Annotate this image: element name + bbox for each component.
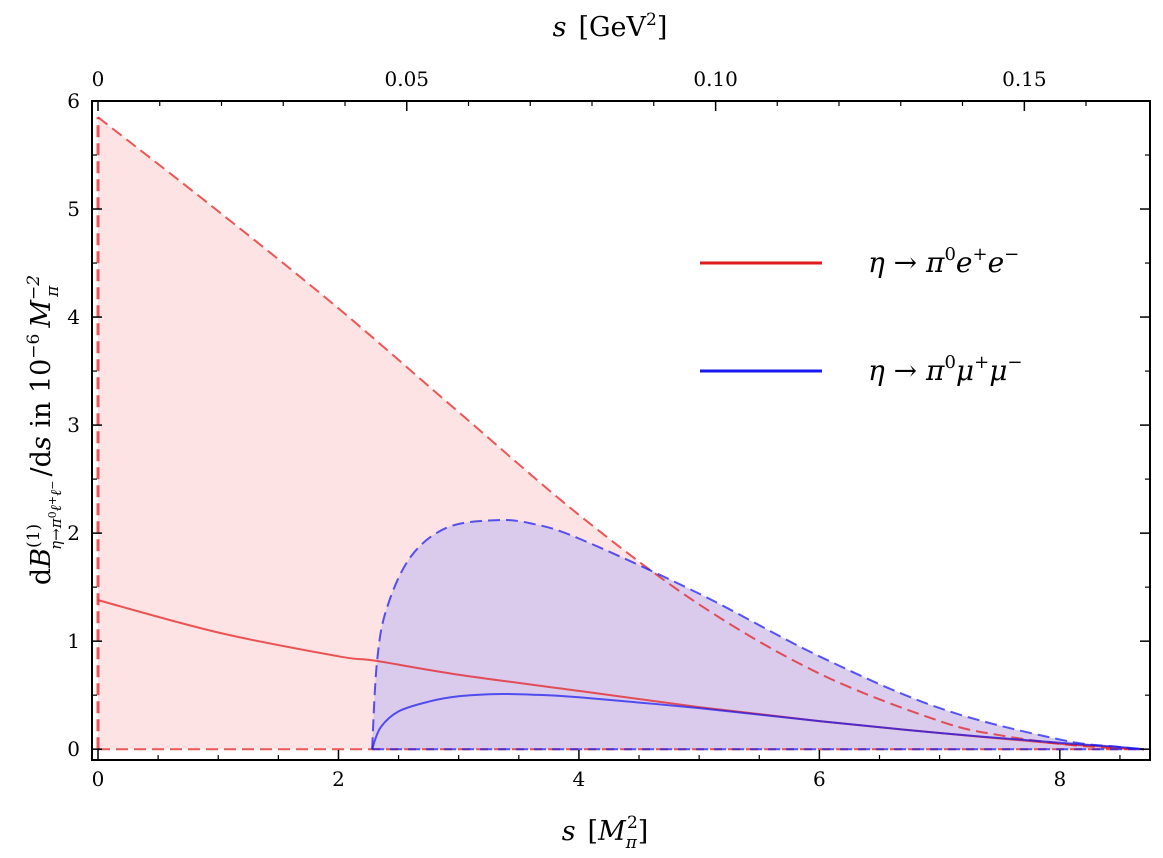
frame-rect xyxy=(91,100,1151,761)
x-tick-label: 0 xyxy=(92,767,105,791)
x-tick-label: 2 xyxy=(332,767,345,791)
y-tick-label: 1 xyxy=(67,629,80,653)
x-tick-label: 6 xyxy=(813,767,826,791)
legend-label-mumu: η → π0μ+μ− xyxy=(868,352,1023,387)
bands-layer xyxy=(98,117,1145,750)
x2-tick-label: 0.05 xyxy=(384,67,429,91)
y-tick-label: 4 xyxy=(67,305,80,329)
x2-axis-title: s [GeV2] xyxy=(553,10,668,43)
x-axis-title: s [Mπ2] xyxy=(562,813,649,853)
y-tick-label: 3 xyxy=(67,413,80,437)
y-tick-label: 0 xyxy=(67,737,80,761)
x2-tick-label: 0.10 xyxy=(693,67,738,91)
upper-edge-0 xyxy=(97,116,1145,751)
curves-layer xyxy=(96,116,1145,751)
x2-tick-label: 0 xyxy=(92,67,105,91)
y-tick-label: 2 xyxy=(67,521,80,545)
legend: η → π0e+e− η → π0μ+μ− xyxy=(700,244,1023,387)
x-tick-label: 8 xyxy=(1053,767,1066,791)
legend-label-ee: η → π0e+e− xyxy=(868,244,1019,279)
upper-edge-1 xyxy=(371,518,1145,751)
ticks-layer: 0 2 4 6 8 0 0.05 0.10 0.15 0 1 2 3 4 5 6 xyxy=(67,67,1150,791)
band-0 xyxy=(98,117,1144,750)
y-tick-label: 5 xyxy=(67,197,80,221)
y-axis-title: dB(1) η→π0ℓ+ℓ−/ds in 10−6M−2π xyxy=(24,275,65,585)
y-tick-label: 6 xyxy=(67,89,80,113)
central-curve-1 xyxy=(371,692,1145,751)
plot-frame xyxy=(91,100,1151,761)
band-1 xyxy=(372,519,1145,750)
x-tick-label: 4 xyxy=(573,767,586,791)
x2-tick-label: 0.15 xyxy=(1002,67,1047,91)
